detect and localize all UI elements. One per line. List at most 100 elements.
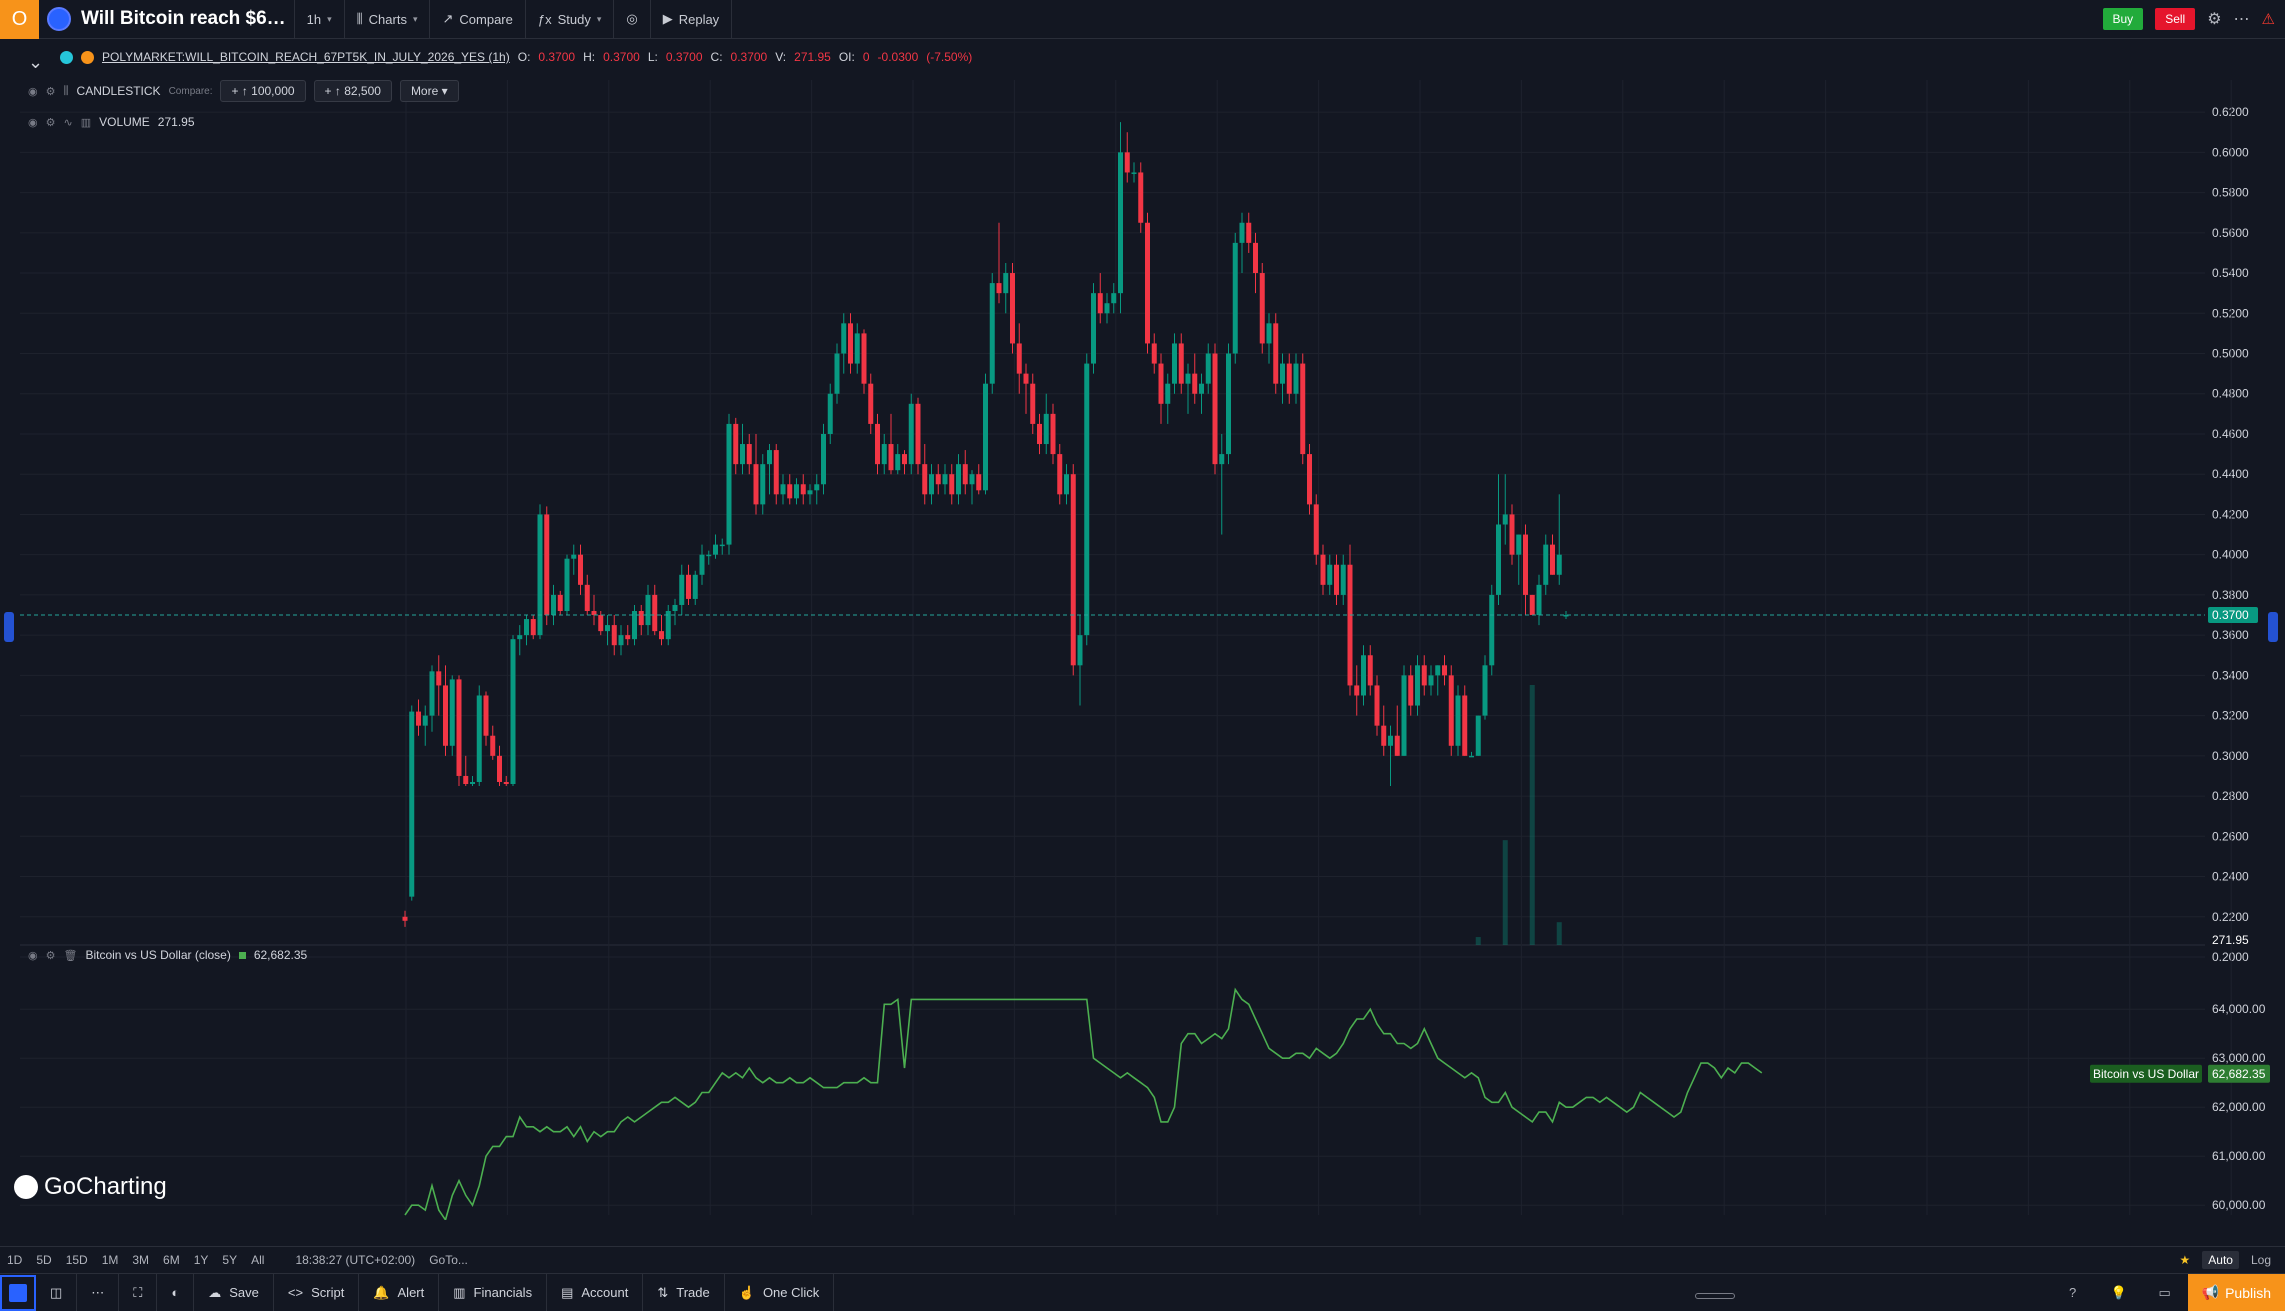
- candle-body: [1428, 675, 1434, 686]
- study-dropdown[interactable]: ƒx Study ▾: [526, 0, 615, 39]
- goto-button[interactable]: GoTo...: [429, 1253, 468, 1267]
- settings-icon[interactable]: ⚙: [45, 949, 56, 962]
- help-icon[interactable]: ?: [2069, 1285, 2077, 1300]
- range-5d[interactable]: 5D: [36, 1253, 52, 1267]
- time-axis-label: 12:00: [1405, 1219, 1435, 1220]
- buy-button[interactable]: Buy: [2102, 8, 2144, 30]
- btc-series-tag: [2090, 1064, 2202, 1083]
- interval-dropdown[interactable]: 1h ▾: [295, 0, 345, 39]
- left-panel-toggle[interactable]: [4, 612, 14, 642]
- trade-button[interactable]: ⇅ Trade: [643, 1273, 725, 1311]
- candle-body: [591, 611, 597, 616]
- range-6m[interactable]: 6M: [163, 1253, 180, 1267]
- publish-button[interactable]: 📢 Publish: [2187, 1273, 2285, 1311]
- btc-axis-label: 64,000.00: [2212, 1002, 2266, 1016]
- more-icon[interactable]: ⋯: [2233, 11, 2250, 28]
- candle-body: [1043, 413, 1049, 445]
- time-axis-label: 1: [403, 1219, 410, 1220]
- candle-body: [746, 444, 752, 465]
- settings-icon[interactable]: ⚙: [45, 85, 56, 98]
- function-icon: ƒx: [537, 11, 552, 27]
- open-label: O:: [517, 50, 531, 64]
- collapse-legend-icon[interactable]: ⌄: [28, 52, 44, 72]
- trash-icon[interactable]: 🗑: [63, 949, 78, 962]
- star-icon[interactable]: ★: [2179, 1253, 2191, 1267]
- fullscreen-button[interactable]: ⛶: [119, 1273, 158, 1311]
- clock-time: 18:38:27 (UTC+02:00): [295, 1253, 416, 1267]
- replay-button[interactable]: ▶ Replay: [651, 0, 733, 39]
- script-button[interactable]: <> Script: [274, 1273, 360, 1311]
- one-click-button[interactable]: ☝ One Click: [725, 1273, 835, 1311]
- panel-resize-handle[interactable]: [1695, 1293, 1735, 1299]
- eye-icon[interactable]: ◉: [28, 949, 38, 962]
- chart-area[interactable]: 0.6200 0.6000 0.5800 0.5600 0.5400 0.5200 0.50…: [0, 40, 2285, 1220]
- range-1m[interactable]: 1M: [101, 1253, 119, 1267]
- candle-body: [834, 353, 840, 394]
- candle-body: [1509, 514, 1515, 555]
- settings-icon[interactable]: ⚙: [45, 116, 56, 129]
- charts-dropdown[interactable]: ⫼ Charts ▾: [345, 0, 431, 39]
- compare-chip-100000[interactable]: + ↑ 100,000: [220, 80, 306, 102]
- range-5y[interactable]: 5Y: [222, 1253, 238, 1267]
- price-axis-label: 0.2800: [2212, 789, 2249, 803]
- gear-icon[interactable]: ⚙: [2207, 11, 2222, 28]
- candle-body: [578, 554, 583, 585]
- alert-button[interactable]: 🔔 Alert: [359, 1273, 440, 1311]
- candle-body: [726, 423, 732, 545]
- range-15d[interactable]: 15D: [65, 1253, 88, 1267]
- right-panel-toggle[interactable]: [2268, 612, 2278, 642]
- candle-body: [483, 695, 489, 736]
- chart-canvas[interactable]: 0.6200 0.6000 0.5800 0.5600 0.5400 0.5200 0.50…: [0, 40, 2285, 1220]
- candle-body: [1462, 695, 1468, 756]
- financials-button[interactable]: ▥ Financials: [439, 1273, 548, 1311]
- eye-icon[interactable]: ◉: [28, 85, 38, 98]
- candle-body: [1165, 383, 1171, 404]
- high-label: H:: [583, 50, 596, 64]
- sell-button[interactable]: Sell: [2155, 8, 2196, 30]
- legend-symbol[interactable]: POLYMARKET:WILL_BITCOIN_REACH_67PT5K_IN_…: [102, 50, 510, 64]
- snapshot-button[interactable]: ◎: [614, 0, 651, 39]
- change-percent: (-7.50%): [926, 50, 973, 64]
- candle-body: [848, 323, 853, 364]
- theme-button[interactable]: ◐: [157, 1273, 195, 1311]
- compare-button[interactable]: ↗ Compare: [430, 0, 526, 39]
- candle-body: [1010, 273, 1015, 344]
- candle-body: [422, 715, 428, 726]
- range-3m[interactable]: 3M: [132, 1253, 150, 1267]
- candle-body: [1212, 353, 1218, 465]
- candle-body: [544, 514, 550, 616]
- candle-body: [929, 474, 934, 495]
- split-layout-button[interactable]: ◫: [36, 1273, 78, 1311]
- candle-body: [1327, 564, 1333, 585]
- more-dropdown[interactable]: More ▾: [399, 80, 459, 102]
- alert-label: Alert: [397, 1285, 425, 1300]
- candle-body: [1388, 735, 1393, 746]
- log-scale-button[interactable]: Log: [2250, 1253, 2271, 1267]
- lightbulb-icon[interactable]: 💡: [2110, 1284, 2127, 1300]
- app-logo[interactable]: O: [0, 0, 39, 39]
- range-1y[interactable]: 1Y: [193, 1253, 209, 1267]
- scale-options: ★ Auto Log: [2180, 1251, 2285, 1269]
- high-value: 0.3700: [603, 50, 640, 64]
- save-button[interactable]: ☁ Save: [194, 1273, 274, 1311]
- candle-body: [1070, 474, 1076, 666]
- compare-chip-82500[interactable]: + ↑ 82,500: [313, 80, 392, 102]
- symbol-selector[interactable]: Will Bitcoin reach $6…: [39, 0, 295, 39]
- symbol-title: Will Bitcoin reach $6…: [81, 8, 286, 29]
- more-layouts-button[interactable]: ⋯: [77, 1273, 120, 1311]
- bottom-toolbar: ◫ ⋯ ⛶ ◐ ☁ Save <> Script 🔔 Alert ▥ Finan…: [0, 1273, 2285, 1311]
- oi-label: OI:: [838, 50, 855, 64]
- candle-body: [719, 544, 725, 547]
- range-1d[interactable]: 1D: [7, 1253, 23, 1267]
- candle-body: [672, 604, 678, 611]
- account-button[interactable]: ▤ Account: [547, 1273, 644, 1311]
- alert-warning-icon[interactable]: ⚠: [2261, 11, 2275, 28]
- range-all[interactable]: All: [251, 1253, 265, 1267]
- auto-scale-button[interactable]: Auto: [2202, 1251, 2239, 1269]
- eye-icon[interactable]: ◉: [28, 116, 38, 129]
- candle-body: [1286, 363, 1292, 394]
- video-icon[interactable]: ▭: [2158, 1284, 2171, 1300]
- single-layout-button[interactable]: [0, 1274, 36, 1311]
- price-axis-label: 0.3200: [2212, 709, 2249, 723]
- fullscreen-icon: ⛶: [133, 1284, 143, 1300]
